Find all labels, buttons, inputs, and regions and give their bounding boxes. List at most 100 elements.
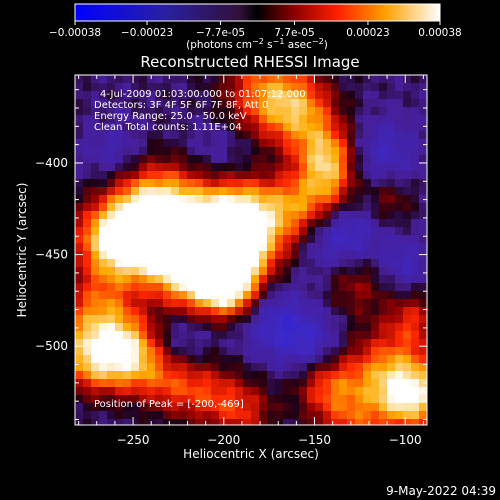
heatmap-cell xyxy=(315,339,324,348)
heatmap-cell xyxy=(99,179,108,188)
heatmap-cell xyxy=(339,363,348,372)
heatmap-cell xyxy=(323,115,332,124)
heatmap-cell xyxy=(267,243,276,252)
heatmap-cell xyxy=(155,147,164,156)
heatmap-cell xyxy=(267,179,276,188)
heatmap-cell xyxy=(331,299,340,308)
heatmap-cell xyxy=(347,323,356,332)
heatmap-cell xyxy=(291,315,300,324)
heatmap-cell xyxy=(179,107,188,116)
heatmap-cell xyxy=(283,315,292,324)
heatmap-cell xyxy=(339,243,348,252)
heatmap-cell xyxy=(99,107,108,116)
heatmap-cell xyxy=(323,155,332,164)
heatmap-cell xyxy=(211,291,220,300)
heatmap-cell xyxy=(99,315,108,324)
heatmap-cell xyxy=(171,235,180,244)
heatmap-cell xyxy=(147,267,156,276)
colorbar-unit-exponent: −2 xyxy=(312,37,324,46)
heatmap-cell xyxy=(139,371,148,380)
heatmap-cell xyxy=(403,171,412,180)
heatmap-cell xyxy=(267,131,276,140)
heatmap-cell xyxy=(187,315,196,324)
heatmap-cell xyxy=(339,283,348,292)
heatmap-cell xyxy=(83,387,92,396)
heatmap-cell xyxy=(235,363,244,372)
heatmap-cell xyxy=(347,139,356,148)
heatmap-cell xyxy=(99,227,108,236)
heatmap-cell xyxy=(291,115,300,124)
heatmap-cell xyxy=(243,115,252,124)
heatmap-cell xyxy=(235,323,244,332)
heatmap-cell xyxy=(235,411,244,420)
heatmap-cell xyxy=(299,387,308,396)
heatmap-cell xyxy=(371,387,380,396)
heatmap-cell xyxy=(163,379,172,388)
heatmap-cell xyxy=(147,291,156,300)
heatmap-cell xyxy=(91,235,100,244)
heatmap-cell xyxy=(307,315,316,324)
heatmap-cell xyxy=(195,163,204,172)
heatmap-cell xyxy=(163,155,172,164)
heatmap-cell xyxy=(219,227,228,236)
heatmap-cell xyxy=(363,315,372,324)
heatmap-cell xyxy=(419,267,427,276)
heatmap-cell xyxy=(379,315,388,324)
heatmap-cell xyxy=(83,251,92,260)
heatmap-cell xyxy=(299,371,308,380)
plot-area xyxy=(75,75,427,425)
heatmap-cell xyxy=(355,323,364,332)
colorbar-unit-exponent: −2 xyxy=(252,37,264,46)
heatmap-cell xyxy=(331,115,340,124)
heatmap-cell xyxy=(235,395,244,404)
heatmap-cell xyxy=(331,291,340,300)
heatmap-cell xyxy=(211,107,220,116)
heatmap-cell xyxy=(203,163,212,172)
heatmap-cell xyxy=(179,155,188,164)
heatmap-cell xyxy=(363,403,372,412)
heatmap-cell xyxy=(299,187,308,196)
heatmap-cell xyxy=(379,91,388,100)
heatmap-cell xyxy=(275,179,284,188)
heatmap-cell xyxy=(187,363,196,372)
heatmap-cell xyxy=(259,99,268,108)
heatmap-cell xyxy=(347,347,356,356)
heatmap-cell xyxy=(419,99,427,108)
heatmap-cell xyxy=(403,83,412,92)
heatmap-cell xyxy=(419,131,427,140)
heatmap-cell xyxy=(115,91,124,100)
heatmap-cell xyxy=(219,379,228,388)
heatmap-cell xyxy=(259,323,268,332)
heatmap-cell xyxy=(403,131,412,140)
heatmap-cell xyxy=(83,147,92,156)
heatmap-cell xyxy=(347,259,356,268)
heatmap-cell xyxy=(339,387,348,396)
heatmap-cell xyxy=(235,123,244,132)
heatmap-cell xyxy=(403,115,412,124)
heatmap-cell xyxy=(363,83,372,92)
heatmap-cell xyxy=(339,83,348,92)
heatmap-cell xyxy=(123,403,132,412)
heatmap-cell xyxy=(259,179,268,188)
heatmap-cell xyxy=(355,403,364,412)
heatmap-cell xyxy=(235,75,244,84)
heatmap-cell xyxy=(235,163,244,172)
heatmap-cell xyxy=(251,259,260,268)
heatmap-cell xyxy=(91,91,100,100)
heatmap-cell xyxy=(379,403,388,412)
heatmap-cell xyxy=(195,195,204,204)
heatmap-cell xyxy=(219,147,228,156)
heatmap-cell xyxy=(411,395,420,404)
heatmap-cell xyxy=(323,171,332,180)
heatmap-cell xyxy=(323,203,332,212)
heatmap-cell xyxy=(355,307,364,316)
heatmap-cell xyxy=(171,219,180,228)
heatmap-cell xyxy=(347,315,356,324)
heatmap-cell xyxy=(251,211,260,220)
heatmap-cell xyxy=(171,243,180,252)
heatmap-cell xyxy=(227,411,236,420)
heatmap-cell xyxy=(419,371,427,380)
heatmap-cell xyxy=(179,331,188,340)
heatmap-cell xyxy=(179,339,188,348)
heatmap-cell xyxy=(403,267,412,276)
